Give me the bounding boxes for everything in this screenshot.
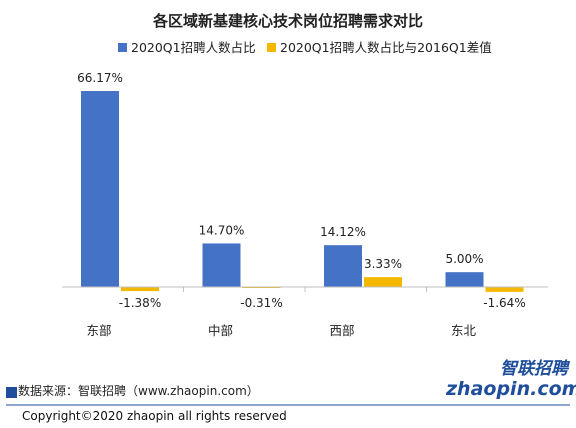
legend: 2020Q1招聘人数占比 2020Q1招聘人数占比与2016Q1差值 [118,40,492,55]
source-marker [6,387,17,398]
data-label-1-3: 14.12% [320,225,366,239]
bar-2-4 [485,287,524,292]
logo-chinese: 智联招聘 [500,359,571,379]
data-label-2-3: 3.33% [364,257,402,271]
bar-1-2 [202,243,241,287]
bar-2-1 [121,287,159,292]
category-label-1: 东部 [86,323,111,338]
data-label-2-4: -1.64% [483,296,525,310]
bar-1-1 [81,91,119,287]
chart-title: 各区域新基建核心技术岗位招聘需求对比 [152,12,423,30]
legend-label-series-2: 2020Q1招聘人数占比与2016Q1差值 [280,40,492,55]
legend-swatch-series-1 [118,43,127,52]
data-label-2-1: -1.38% [119,296,161,310]
bar-1-4 [445,272,484,287]
legend-swatch-series-2 [267,43,276,52]
copyright-text: Copyright©2020 zhaopin all rights reserv… [22,409,287,423]
category-label-4: 东北 [451,323,477,338]
data-label-2-2: -0.31% [240,296,282,310]
bar-2-3 [364,277,402,287]
plot-area: 66.17% -1.38% 东部 14.70% -0.31% 中部 14.12% 3.33% 西… [77,71,526,338]
category-label-2: 中部 [208,323,233,338]
source-text: 数据来源：智联招聘（www.zhaopin.com） [18,383,259,398]
legend-label-series-1: 2020Q1招聘人数占比 [131,40,256,55]
logo-english: zhaopin.com [445,378,576,400]
data-label-1-4: 5.00% [445,252,483,266]
bar-1-3 [324,245,362,287]
zhaopin-logo: 智联招聘 zhaopin.com [445,359,576,400]
data-label-1-1: 66.17% [77,71,123,85]
data-label-1-2: 14.70% [199,223,245,237]
category-label-3: 西部 [329,323,354,338]
